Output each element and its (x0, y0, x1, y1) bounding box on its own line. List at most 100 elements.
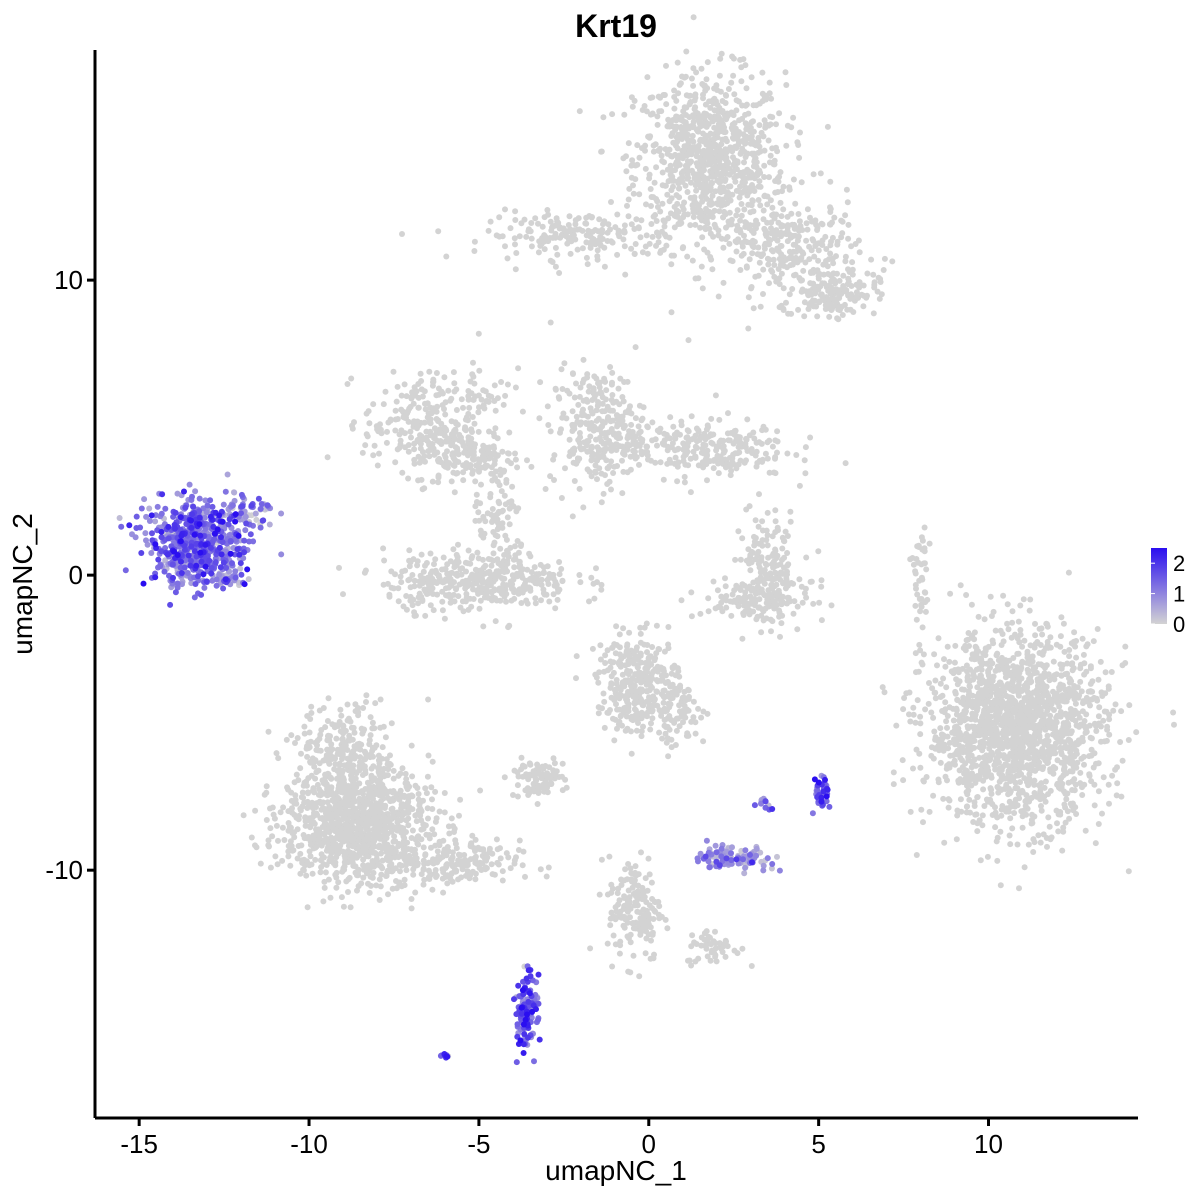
data-point (453, 585, 460, 592)
data-point (596, 447, 603, 453)
data-point (394, 446, 401, 453)
data-point (418, 476, 425, 483)
data-point (730, 112, 737, 119)
data-point (743, 85, 750, 92)
data-point (601, 724, 608, 731)
data-point (701, 110, 708, 117)
data-point (773, 590, 780, 597)
data-point (807, 214, 813, 221)
data-point (1024, 681, 1031, 688)
data-point (758, 129, 765, 136)
data-point (512, 217, 519, 223)
data-point (957, 582, 964, 589)
data-point (544, 403, 551, 410)
data-point (598, 438, 605, 445)
data-point (537, 379, 544, 386)
data-point (977, 659, 984, 665)
data-point (984, 853, 991, 860)
data-point (1017, 749, 1024, 755)
data-point (1105, 683, 1112, 690)
data-point (1025, 841, 1032, 848)
data-point (1071, 629, 1078, 636)
data-point (409, 572, 416, 578)
data-point (913, 746, 920, 753)
data-point (756, 491, 762, 498)
data-point (990, 673, 997, 680)
data-point (717, 55, 724, 62)
data-point (1031, 781, 1038, 788)
data-point (730, 55, 737, 62)
data-point (709, 266, 716, 273)
data-point (917, 713, 924, 720)
data-point (448, 395, 455, 402)
data-point (963, 809, 970, 816)
data-point (1073, 638, 1080, 644)
data-point (1097, 658, 1104, 665)
data-point (679, 174, 686, 180)
data-point (739, 115, 746, 122)
data-point (611, 463, 618, 470)
data-point (720, 244, 727, 251)
data-point (416, 590, 423, 597)
data-point (490, 542, 497, 549)
data-point (738, 212, 745, 219)
data-point (946, 704, 953, 711)
data-point (847, 295, 854, 302)
data-point (710, 457, 717, 464)
data-point (1058, 759, 1065, 766)
data-point (607, 364, 614, 370)
data-point (470, 456, 477, 463)
data-point (506, 429, 513, 436)
data-point (499, 448, 506, 455)
data-point (967, 683, 973, 690)
data-point (717, 148, 724, 155)
data-point (580, 376, 587, 383)
data-point (1119, 757, 1126, 764)
data-point (823, 246, 830, 252)
data-point (596, 426, 603, 433)
data-point (423, 434, 430, 441)
data-point (690, 65, 697, 72)
data-point (735, 133, 741, 139)
data-point (910, 704, 917, 711)
data-point (632, 415, 639, 422)
data-point (757, 303, 764, 310)
data-point (1057, 661, 1064, 668)
data-point (759, 518, 766, 525)
data-point (558, 495, 565, 501)
data-point (1101, 738, 1108, 745)
data-point (928, 709, 935, 716)
data-point (748, 587, 755, 594)
data-point (747, 567, 754, 574)
data-point (480, 534, 487, 541)
data-point (683, 48, 690, 55)
data-point (596, 379, 603, 386)
data-point (1015, 650, 1022, 657)
data-point (527, 587, 534, 594)
data-point (638, 448, 645, 455)
data-point (608, 443, 615, 450)
data-point (777, 169, 784, 176)
data-point (1081, 671, 1088, 678)
data-point (828, 602, 835, 609)
data-point (853, 293, 860, 300)
data-point (754, 577, 761, 584)
data-point (453, 551, 460, 558)
data-point (609, 369, 616, 376)
data-point (599, 452, 606, 459)
data-point (766, 236, 772, 243)
data-point (471, 238, 478, 245)
data-point (937, 759, 944, 766)
data-point (760, 423, 767, 430)
data-point (729, 191, 736, 198)
data-point (784, 224, 791, 231)
data-point (841, 301, 848, 308)
data-point (831, 286, 838, 293)
data-point (643, 232, 650, 239)
data-point (418, 551, 425, 558)
data-point (777, 633, 783, 640)
data-point (997, 689, 1004, 696)
data-point (432, 449, 439, 456)
data-point (672, 161, 679, 168)
data-point (484, 462, 491, 469)
